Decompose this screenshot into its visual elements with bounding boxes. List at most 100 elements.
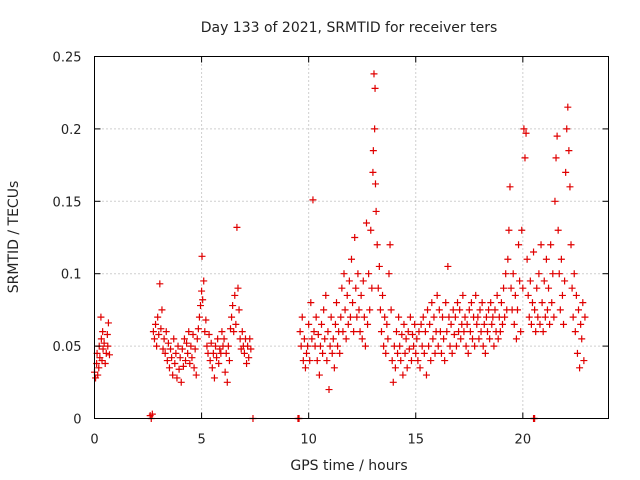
data-point — [377, 328, 385, 336]
data-point — [409, 331, 417, 339]
data-point — [210, 374, 218, 382]
data-point — [388, 357, 396, 365]
data-point — [169, 371, 177, 379]
data-point — [547, 241, 555, 249]
data-point — [522, 129, 530, 137]
data-point — [504, 255, 512, 263]
data-point — [538, 299, 546, 307]
data-point — [480, 320, 488, 328]
data-point — [436, 328, 444, 336]
data-point — [235, 306, 243, 314]
y-axis-label: SRMTID / TECUs — [6, 181, 22, 294]
data-point — [518, 226, 526, 234]
data-point — [215, 359, 223, 367]
data-point — [545, 284, 553, 292]
data-point — [557, 255, 565, 263]
data-point — [238, 328, 246, 336]
data-point — [165, 364, 173, 372]
data-point — [306, 357, 314, 365]
data-point — [394, 349, 402, 357]
data-point — [229, 302, 237, 310]
data-point — [483, 328, 491, 336]
data-point — [185, 328, 193, 336]
data-point — [340, 270, 348, 278]
y-tick-label: 0.05 — [53, 340, 82, 355]
data-point — [549, 270, 557, 278]
x-tick-label: 0 — [90, 433, 98, 448]
data-point — [517, 328, 525, 336]
data-point — [297, 342, 305, 350]
data-point — [177, 378, 185, 386]
data-point — [339, 328, 347, 336]
data-point — [320, 306, 328, 314]
data-point — [486, 335, 494, 343]
data-point — [461, 313, 469, 321]
data-point — [200, 277, 208, 285]
data-point — [554, 226, 562, 234]
data-point — [424, 306, 432, 314]
data-point — [342, 335, 350, 343]
data-point — [482, 313, 490, 321]
data-point — [411, 320, 419, 328]
data-point — [447, 320, 455, 328]
data-point — [366, 306, 374, 314]
data-point — [195, 313, 203, 321]
data-point — [578, 335, 586, 343]
data-point — [313, 357, 321, 365]
data-point — [224, 342, 232, 350]
axis-ticks — [94, 56, 609, 419]
data-point — [533, 284, 541, 292]
data-point — [209, 349, 217, 357]
data-point — [352, 284, 360, 292]
data-point — [247, 345, 255, 353]
data-point — [487, 299, 495, 307]
data-point — [201, 328, 209, 336]
data-point — [425, 342, 433, 350]
data-point — [446, 342, 454, 350]
data-point — [525, 313, 533, 321]
data-point — [355, 306, 363, 314]
data-point — [570, 270, 578, 278]
data-point — [336, 349, 344, 357]
data-point — [472, 291, 480, 299]
data-point — [445, 313, 453, 321]
data-point — [381, 313, 389, 321]
data-point — [157, 325, 165, 333]
data-point — [315, 371, 323, 379]
data-point — [318, 320, 326, 328]
data-point — [189, 331, 197, 339]
data-point — [97, 335, 105, 343]
data-point — [509, 270, 517, 278]
data-point — [415, 328, 423, 336]
data-point — [530, 248, 538, 256]
data-point — [498, 320, 506, 328]
data-point — [524, 291, 532, 299]
data-point — [234, 284, 242, 292]
data-point — [565, 147, 573, 155]
data-point — [581, 313, 589, 321]
data-point — [349, 299, 357, 307]
data-point — [556, 306, 564, 314]
data-point — [154, 313, 162, 321]
data-point — [373, 241, 381, 249]
data-point — [232, 320, 240, 328]
data-point — [426, 320, 434, 328]
data-point — [449, 306, 457, 314]
data-point — [402, 335, 410, 343]
data-point — [371, 180, 379, 188]
data-point — [428, 299, 436, 307]
data-point — [440, 335, 448, 343]
data-point — [387, 306, 395, 314]
data-point — [430, 313, 438, 321]
x-tick-label: 15 — [407, 433, 424, 448]
data-point — [573, 349, 581, 357]
data-point — [569, 313, 577, 321]
data-point — [312, 313, 320, 321]
data-point — [343, 291, 351, 299]
data-point — [365, 270, 373, 278]
data-point — [208, 364, 216, 372]
data-point — [420, 349, 428, 357]
data-point — [427, 357, 435, 365]
data-point — [101, 359, 109, 367]
data-point — [222, 349, 230, 357]
